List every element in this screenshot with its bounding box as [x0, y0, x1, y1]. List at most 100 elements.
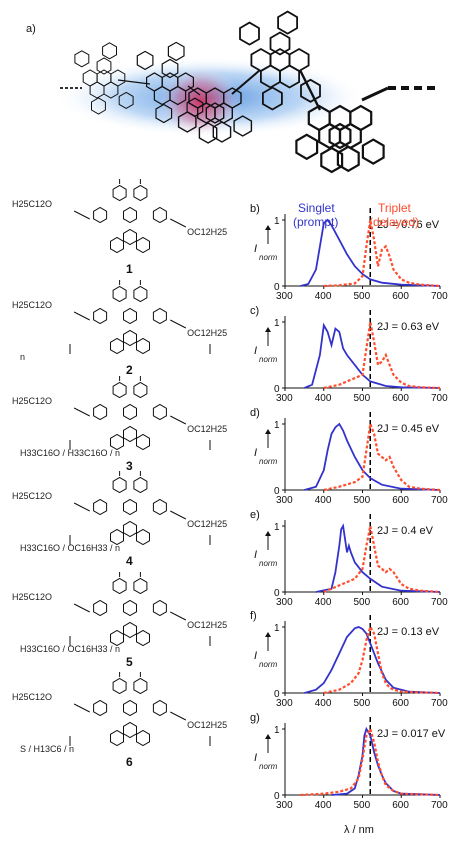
x-tick-label: 700: [431, 800, 448, 811]
x-tick-label: 700: [431, 393, 448, 404]
coupling-annotation: 2J = 0.017 eV: [377, 728, 446, 740]
compound-number: 1: [126, 262, 133, 276]
x-tick-label: 300: [276, 800, 293, 811]
phenyl-ring: [198, 122, 218, 144]
alkoxy-bond: [73, 210, 90, 220]
y-tick-label: 0: [274, 588, 280, 599]
right-alkoxy-chain-label: OC12H25: [187, 519, 227, 529]
y-tick-label: 1: [274, 216, 280, 227]
right-alkoxy-chain-label: OC12H25: [187, 424, 227, 434]
y-axis-label: I: [254, 243, 257, 255]
benzene-ring: [205, 102, 225, 124]
benzene-ring: [328, 122, 352, 150]
y-axis-label: I: [254, 345, 257, 357]
aryl-ring: [152, 307, 167, 325]
triplet-series: [323, 419, 441, 492]
right-alkoxy-chain-label: OC12H25: [187, 720, 227, 730]
phenyl-ring: [91, 97, 106, 115]
tolyl-ring: [133, 476, 148, 494]
tolyl-ring: [112, 381, 127, 399]
coupling-annotation: 2J = 0.13 eV: [377, 626, 440, 638]
y-axis-label-sub: norm: [259, 660, 278, 669]
phenyl-ring: [177, 111, 197, 133]
core-ring: [123, 498, 137, 516]
left-alkoxy-chain-label: H25C12O: [12, 692, 52, 702]
phenyl-ring: [320, 146, 344, 174]
right-alkoxy-chain-label: OC12H25: [187, 328, 227, 338]
x-tick-label: 500: [354, 495, 371, 506]
panel-a: a): [26, 10, 440, 174]
y-axis-label: I: [254, 650, 257, 662]
alkoxy-bond: [73, 502, 90, 512]
panel-label: e): [250, 509, 260, 521]
core-ring: [123, 599, 137, 617]
core-ring: [123, 699, 137, 717]
core-ring: [136, 236, 150, 254]
left-alkoxy-chain-label: H25C12O: [12, 491, 52, 501]
compound-2: H25C12O OC12H25 n 2: [12, 280, 227, 377]
alkoxy-bond: [170, 415, 187, 425]
y-axis-label-sub: norm: [259, 355, 278, 364]
y-axis-label: I: [254, 447, 257, 459]
tolyl-ring: [112, 285, 127, 303]
x-tick-label: 400: [315, 393, 332, 404]
compound-number: 4: [126, 554, 133, 568]
legend: Singlet (prompt) Triplet (delayed): [293, 201, 419, 229]
compound-number: 5: [126, 655, 133, 669]
y-axis-arrowhead: [265, 225, 271, 230]
y-tick-label: 0: [274, 791, 280, 802]
y-tick-label: 0: [274, 486, 280, 497]
polymer-repeat-unit-4: [239, 10, 321, 111]
phenyl-ring: [212, 121, 232, 143]
backbone-bond: [187, 85, 201, 96]
aryl-ring: [93, 699, 108, 717]
left-alkoxy-chain-label: H25C12O: [12, 300, 52, 310]
alkoxy-bond: [73, 407, 90, 417]
panel-label: g): [250, 712, 260, 724]
tolyl-ring: [112, 677, 127, 695]
tolyl-ring: [112, 184, 127, 202]
polymer-substituent-label: H33C16O / OC16H33 / n: [20, 543, 120, 553]
aryl-ring: [152, 403, 167, 421]
compound-number: 2: [126, 363, 133, 377]
singlet-series: [315, 523, 441, 593]
right-alkoxy-chain-label: OC12H25: [187, 227, 227, 237]
panel-a-label: a): [26, 23, 36, 35]
x-tick-label: 500: [354, 800, 371, 811]
panel-label: b): [250, 203, 260, 215]
core-ring: [110, 629, 124, 647]
panel-label: d): [250, 407, 260, 419]
benzene-ring: [269, 31, 291, 56]
polymer-substituent-label: H33C16O / H33C16O / n: [20, 448, 120, 458]
aryl-ring: [152, 206, 167, 224]
legend-triplet: Triplet: [378, 201, 412, 215]
x-tick-label: 400: [315, 291, 332, 302]
x-tick-label: 700: [431, 495, 448, 506]
core-ring: [123, 329, 137, 347]
alkoxy-bond: [170, 319, 187, 329]
x-tick-label: 400: [315, 495, 332, 506]
alkoxy-bond: [73, 311, 90, 321]
singlet-series: [300, 218, 441, 287]
benzene-ring: [161, 58, 179, 79]
left-alkoxy-chain-label: H25C12O: [12, 396, 52, 406]
singlet-series: [304, 422, 441, 491]
core-ring: [136, 337, 150, 355]
x-tick-label: 600: [392, 698, 409, 709]
tolyl-ring: [133, 381, 148, 399]
x-tick-label: 400: [315, 698, 332, 709]
x-tick-label: 300: [276, 698, 293, 709]
coupling-annotation: 2J = 0.4 eV: [377, 525, 434, 537]
aryl-ring: [93, 403, 108, 421]
triplet-series: [323, 219, 441, 288]
core-ring: [110, 729, 124, 747]
triplet-series: [323, 624, 441, 695]
core-ring: [110, 337, 124, 355]
right-alkoxy-chain-label: OC12H25: [187, 620, 227, 630]
phenyl-ring: [277, 10, 299, 35]
